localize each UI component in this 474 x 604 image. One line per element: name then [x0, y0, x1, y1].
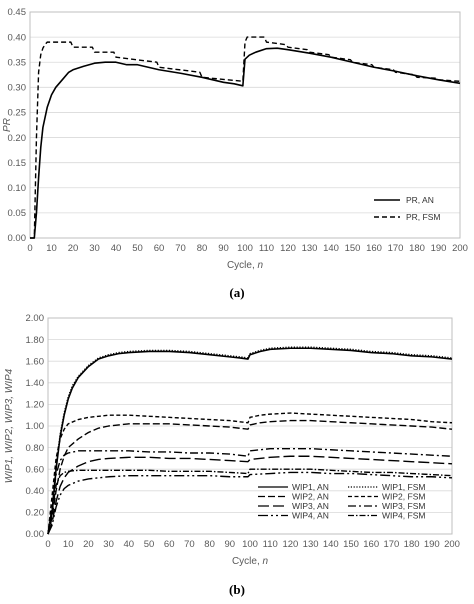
- x-tick-label: 40: [124, 539, 135, 550]
- series-line-wip3-an: [47, 455, 453, 535]
- x-tick-label: 110: [259, 243, 274, 254]
- x-tick-label: 90: [218, 243, 229, 254]
- x-tick-label: 130: [303, 539, 319, 550]
- y-tick-label: 1.40: [26, 378, 45, 389]
- x-tick-label: 160: [363, 539, 379, 550]
- x-tick-label: 120: [282, 539, 298, 550]
- plot-area-frame: [29, 11, 461, 239]
- series-line-wip4-an: [47, 471, 453, 535]
- x-tick-label: 170: [383, 539, 399, 550]
- x-tick-label: 0: [45, 539, 50, 550]
- y-tick-label: 0.40: [26, 486, 45, 497]
- x-axis-title: Cycle, n: [227, 260, 264, 271]
- y-axis-title: PR: [2, 118, 13, 132]
- series-line-pr-fsm: [30, 36, 461, 239]
- y-tick-label: 1.80: [26, 335, 45, 346]
- x-tick-label: 130: [302, 243, 318, 254]
- x-tick-label: 40: [111, 243, 122, 254]
- x-tick-label: 200: [452, 243, 468, 254]
- x-tick-label: 140: [323, 243, 339, 254]
- x-tick-label: 190: [431, 243, 447, 254]
- y-tick-label: 1.20: [26, 400, 45, 411]
- series-line-wip1-fsm: [47, 346, 453, 535]
- x-tick-label: 50: [132, 243, 143, 254]
- x-tick-label: 90: [225, 539, 236, 550]
- x-tick-label: 180: [409, 243, 425, 254]
- x-tick-label: 60: [154, 243, 165, 254]
- y-tick-label: 0.00: [8, 233, 27, 244]
- x-axis-title: Cycle, n: [232, 556, 269, 567]
- panel-label-b: (b): [229, 582, 245, 597]
- y-tick-label: 0.20: [8, 133, 27, 144]
- chart-a: 0.00 0.05 0.10 0.15 0.20 0.25 0.30 0.35 0.40 0.45…: [2, 7, 468, 271]
- x-tick-label: 190: [424, 539, 440, 550]
- x-tick-label: 110: [263, 539, 278, 550]
- legend-entry: WIP3, FSM: [382, 501, 425, 511]
- y-tick-label: 0.40: [8, 32, 27, 43]
- x-tick-label: 30: [89, 243, 100, 254]
- y-tick-label: 0.35: [8, 57, 27, 68]
- x-tick-label: 70: [175, 243, 186, 254]
- x-tick-label: 150: [345, 243, 361, 254]
- y-tick-label: 0.20: [26, 508, 45, 519]
- x-tick-label: 140: [323, 539, 339, 550]
- y-tick-label: 1.00: [26, 421, 45, 432]
- x-tick-label: 170: [388, 243, 404, 254]
- legend-entry: WIP1, FSM: [382, 482, 425, 492]
- y-tick-label: 0.10: [8, 183, 27, 194]
- y-tick-label: 1.60: [26, 356, 45, 367]
- x-tick-label: 0: [27, 243, 32, 254]
- y-tick-label: 2.00: [26, 313, 45, 324]
- y-tick-label: 0.80: [26, 443, 45, 454]
- x-tick-label: 50: [144, 539, 155, 550]
- legend: PR, AN PR, FSM: [374, 195, 440, 222]
- legend-entry: WIP3, AN: [292, 501, 329, 511]
- x-tick-label: 160: [366, 243, 382, 254]
- series-line-wip1-an: [47, 347, 453, 535]
- x-tick-label: 100: [237, 243, 253, 254]
- x-tick-label: 10: [63, 539, 74, 550]
- x-tick-label: 70: [184, 539, 195, 550]
- legend-entry: PR, FSM: [406, 212, 440, 222]
- x-tick-label: 200: [444, 539, 460, 550]
- series-line-wip2-fsm: [47, 412, 453, 535]
- y-tick-label: 0.60: [26, 464, 45, 475]
- y-tick-label: 0.05: [8, 208, 27, 219]
- series-line-pr-an: [30, 47, 461, 239]
- y-tick-label: 0.45: [8, 7, 27, 18]
- panel-label-a: (a): [229, 285, 245, 300]
- series-line-wip3-fsm: [47, 447, 453, 535]
- x-tick-label: 10: [46, 243, 57, 254]
- legend-entry: PR, AN: [406, 195, 434, 205]
- y-tick-label: 0.30: [8, 83, 27, 94]
- series-line-wip4-fsm: [47, 468, 453, 535]
- x-tick-label: 120: [280, 243, 296, 254]
- legend-entry: WIP2, AN: [292, 492, 329, 502]
- x-tick-label: 180: [404, 539, 420, 550]
- y-tick-label: 0.00: [26, 529, 45, 540]
- legend-entry: WIP2, FSM: [382, 492, 425, 502]
- plot-area-frame: [47, 317, 453, 535]
- legend-entry: WIP4, FSM: [382, 511, 425, 521]
- x-tick-label: 30: [103, 539, 114, 550]
- legend-entry: WIP4, AN: [292, 511, 329, 521]
- series-line-wip2-an: [47, 419, 453, 535]
- x-tick-label: 20: [83, 539, 94, 550]
- x-tick-label: 60: [164, 539, 175, 550]
- legend-entry: WIP1, AN: [292, 482, 329, 492]
- x-tick-label: 80: [197, 243, 208, 254]
- y-tick-label: 0.15: [8, 158, 27, 169]
- chart-b: 0.00 0.20 0.40 0.60 0.80 1.00 1.20 1.40 1.60 1.80…: [4, 313, 460, 567]
- x-tick-label: 150: [343, 539, 359, 550]
- x-tick-label: 80: [204, 539, 215, 550]
- y-tick-label: 0.25: [8, 108, 27, 119]
- x-tick-label: 20: [68, 243, 79, 254]
- y-axis-title: WIP1, WIP2, WIP3, WIP4: [4, 368, 15, 483]
- x-tick-label: 100: [242, 539, 258, 550]
